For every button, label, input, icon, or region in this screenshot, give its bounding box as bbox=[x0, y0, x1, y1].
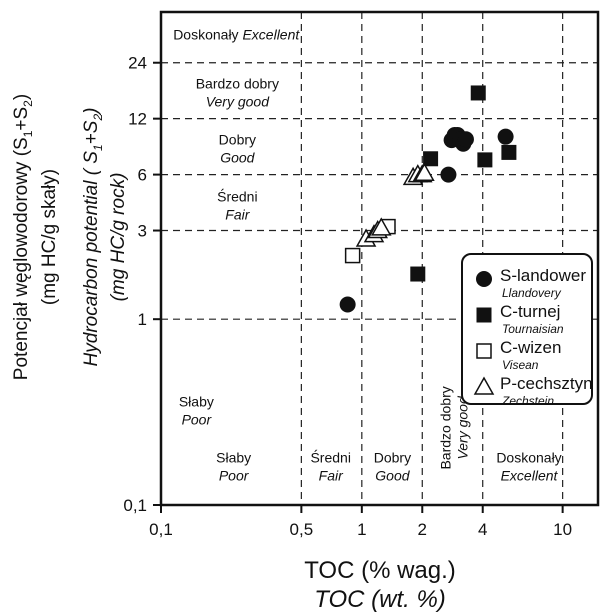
y-tick-label: 12 bbox=[128, 110, 147, 129]
y-axis-title-line1-text: Potencjał węglowodorowy (S1+S2) bbox=[11, 94, 35, 380]
zone-label-en: Poor bbox=[219, 468, 250, 484]
zone-label: Słaby bbox=[179, 394, 214, 410]
y-axis-title-line2: (mg HC/g skały) bbox=[39, 169, 60, 305]
legend-entry-en: Tournaisian bbox=[502, 322, 564, 336]
x-tick-label: 0,5 bbox=[290, 520, 314, 539]
legend-marker bbox=[476, 343, 492, 359]
x-axis-title-en: TOC (wt. %) bbox=[314, 586, 446, 613]
y-axis-title-en-line1-text: Hydrocarbon potential ( S1+S2) bbox=[81, 108, 105, 367]
legend-entry-en: Zechstein bbox=[501, 394, 554, 408]
point-p-cechsztyn bbox=[370, 217, 392, 236]
zone-label-en: Very good bbox=[455, 395, 471, 460]
zone-label-en: Excellent bbox=[501, 468, 559, 484]
point-p-cechsztyn bbox=[414, 162, 435, 182]
legend-box bbox=[461, 253, 593, 405]
zone-label-en: Very good bbox=[206, 94, 271, 110]
point-c-wizen bbox=[344, 247, 361, 264]
point-s-landower bbox=[457, 131, 474, 148]
legend-entry: P-cechsztyn bbox=[500, 374, 593, 393]
zone-label-en: Good bbox=[220, 149, 255, 165]
svg-text:(mg HC/g rock): (mg HC/g rock) bbox=[108, 173, 129, 302]
legend-marker bbox=[476, 271, 492, 287]
legend-marker bbox=[473, 376, 495, 395]
plot-frame bbox=[159, 10, 600, 507]
zone-label-en: Good bbox=[375, 468, 410, 484]
y-tick-label: 6 bbox=[138, 166, 147, 185]
legend-entry: S-landower bbox=[500, 266, 586, 285]
legend-entry: C-turnej bbox=[500, 302, 560, 321]
zone-label-rotated: Bardzo dobry Very good bbox=[438, 386, 471, 469]
point-s-landower bbox=[497, 128, 514, 145]
zone-label-en: Fair bbox=[319, 468, 344, 484]
y-tick-label: 3 bbox=[138, 222, 147, 241]
x-axis-title: TOC (% wag.) bbox=[304, 557, 456, 584]
zone-label: Bardzo dobry bbox=[438, 386, 454, 469]
zone-label: Słaby bbox=[216, 450, 251, 466]
zone-label: Średni bbox=[310, 449, 350, 466]
point-c-turnej bbox=[501, 144, 517, 160]
x-tick-label: 1 bbox=[357, 520, 366, 539]
svg-text:(mg HC/g skały): (mg HC/g skały) bbox=[39, 169, 60, 305]
zone-label: Doskonały Excellent bbox=[173, 27, 300, 43]
zone-label: Dobry bbox=[219, 131, 256, 147]
legend-marker bbox=[476, 307, 492, 323]
x-tick-label: 2 bbox=[418, 520, 427, 539]
x-tick-label: 10 bbox=[553, 520, 572, 539]
point-c-turnej bbox=[477, 152, 493, 168]
zone-label-en: Fair bbox=[225, 206, 250, 222]
legend-entry: C-wizen bbox=[500, 338, 561, 357]
y-tick-label: 1 bbox=[138, 310, 147, 329]
point-c-turnej bbox=[410, 266, 426, 282]
point-c-turnej bbox=[470, 85, 486, 101]
point-s-landower bbox=[440, 166, 457, 183]
y-tick-label: 0,1 bbox=[123, 496, 147, 515]
point-s-landower bbox=[339, 296, 356, 313]
point-c-turnej bbox=[423, 151, 439, 167]
zone-label: Średni bbox=[217, 187, 257, 204]
y-axis-title-line1: Potencjał węglowodorowy (S1+S2) bbox=[11, 94, 35, 380]
y-tick-label: 24 bbox=[128, 54, 147, 73]
zone-label-en: Poor bbox=[182, 412, 213, 428]
zone-label: Dobry bbox=[374, 450, 411, 466]
legend-entry-en: Llandovery bbox=[502, 286, 562, 300]
legend-entry-en: Visean bbox=[502, 358, 539, 372]
y-axis-title-en-line1: Hydrocarbon potential ( S1+S2) bbox=[81, 108, 105, 367]
zone-label: Doskonały bbox=[496, 450, 561, 466]
x-tick-label: 4 bbox=[478, 520, 487, 539]
x-tick-label: 0,1 bbox=[149, 520, 173, 539]
zone-label: Bardzo dobry bbox=[196, 76, 279, 92]
y-axis-title-en-line2: (mg HC/g rock) bbox=[108, 173, 129, 302]
data-points bbox=[339, 85, 517, 313]
